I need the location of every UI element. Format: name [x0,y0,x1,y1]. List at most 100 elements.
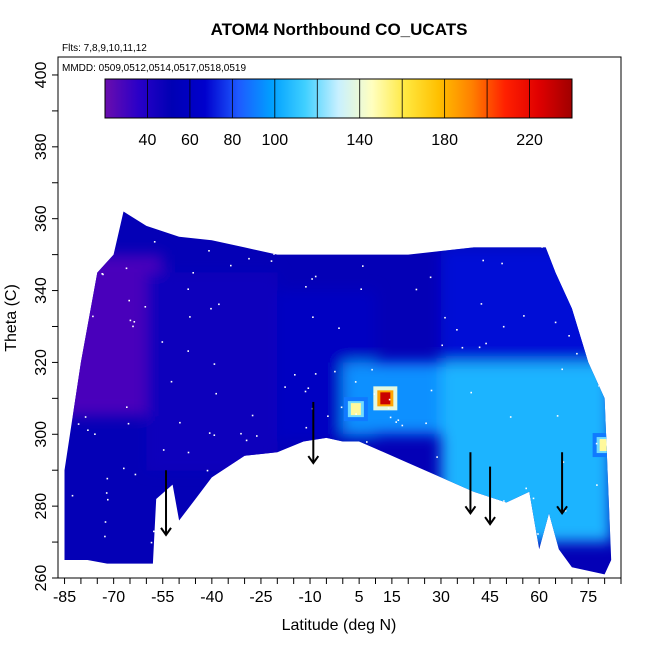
x-tick-label: -55 [151,589,174,606]
y-tick-label: 260 [33,565,50,592]
measurement-speck [286,473,288,476]
measurement-speck [360,288,362,290]
measurement-speck [564,510,567,512]
measurement-speck [314,373,317,375]
measurement-speck [532,497,535,500]
region-northern-light-blue [440,362,612,543]
measurement-speck [509,416,512,418]
measurement-speck [323,470,325,472]
measurement-speck [77,423,80,425]
measurement-speck [304,390,307,393]
measurement-speck [482,259,484,262]
measurement-speck [170,380,173,383]
measurement-speck [501,262,503,265]
measurement-speck [277,532,280,534]
arrow-marker [464,452,477,516]
measurement-speck [213,434,216,436]
measurement-speck [429,276,432,279]
measurement-speck [554,321,557,324]
measurement-speck [561,368,563,371]
measurement-speck [444,316,446,319]
measurement-speck [314,275,317,278]
measurement-speck [428,518,430,521]
y-axis-label: Theta (C) [3,284,20,352]
measurement-speck [327,415,329,417]
flights-note: Flts: 7,8,9,10,11,12 [62,43,147,54]
measurement-speck [305,519,308,521]
measurement-speck [476,501,478,504]
measurement-speck [562,461,565,463]
measurement-speck [595,442,598,445]
measurement-speck [430,389,433,392]
measurement-speck [525,487,527,490]
measurement-speck [153,241,156,243]
measurement-speck [294,374,296,376]
measurement-speck [478,346,481,349]
measurement-speck [395,421,397,423]
measurement-speck [187,451,190,454]
y-tick-label: 340 [33,277,50,304]
x-tick-label: -85 [53,589,76,606]
measurement-speck [354,381,357,383]
measurement-speck [397,419,400,421]
colorbar-gradient [104,78,573,119]
measurement-speck [355,413,357,415]
y-tick-label: 280 [33,493,50,520]
hotspot-core [599,439,610,452]
measurement-speck [285,508,287,511]
measurement-speck [127,422,130,425]
measurement-speck [92,315,94,318]
measurement-speck [256,435,258,437]
measurement-speck [133,321,136,323]
y-axis: 260 280 300 320 340 360 380 400 [33,62,58,592]
measurement-speck [87,429,89,431]
measurement-speck [306,515,308,518]
x-axis-label: Latitude (deg N) [282,617,397,634]
measurement-speck [541,246,543,248]
measurement-speck [370,534,372,537]
measurement-speck [270,260,273,262]
measurement-speck [366,441,368,443]
measurement-speck [598,385,600,387]
measurement-speck [123,467,125,470]
measurement-speck [576,352,578,355]
measurement-speck [144,306,147,308]
measurement-speck [101,273,103,275]
x-axis: -85 -70 -55 -40 -25 -10 5 15 30 45 60 75 [53,578,622,606]
measurement-speck [338,470,341,472]
measurement-speck [104,521,107,523]
x-tick-label: 60 [530,589,548,606]
measurement-speck [401,424,404,427]
measurement-speck [102,259,105,261]
measurement-speck [251,414,254,417]
measurement-speck [456,329,458,331]
measurement-speck [210,307,212,310]
x-tick-label: 30 [432,589,450,606]
measurement-speck [104,535,106,538]
x-tick-label: 5 [355,589,364,606]
x-tick-label: 15 [383,589,401,606]
measurement-speck [63,311,65,313]
measurement-speck [208,432,211,434]
measurement-speck [134,473,137,476]
y-tick-label: 400 [33,62,50,89]
measurement-speck [586,245,589,248]
measurement-speck [312,316,314,318]
measurement-speck [252,471,254,473]
measurement-speck [330,465,333,468]
measurement-speck [284,386,286,388]
measurement-speck [470,391,472,394]
measurement-speck [125,267,128,270]
measurement-speck [187,350,189,352]
measurement-speck [62,432,64,434]
measurement-speck [388,398,391,401]
measurement-speck [106,477,109,480]
colorbar-tick-label: 140 [346,132,373,149]
y-tick-label: 320 [33,349,50,376]
x-tick-label: 75 [579,589,597,606]
arrow-marker [556,452,568,516]
measurement-speck [436,456,438,458]
measurement-speck [409,515,411,518]
x-tick-label: -40 [200,589,223,606]
